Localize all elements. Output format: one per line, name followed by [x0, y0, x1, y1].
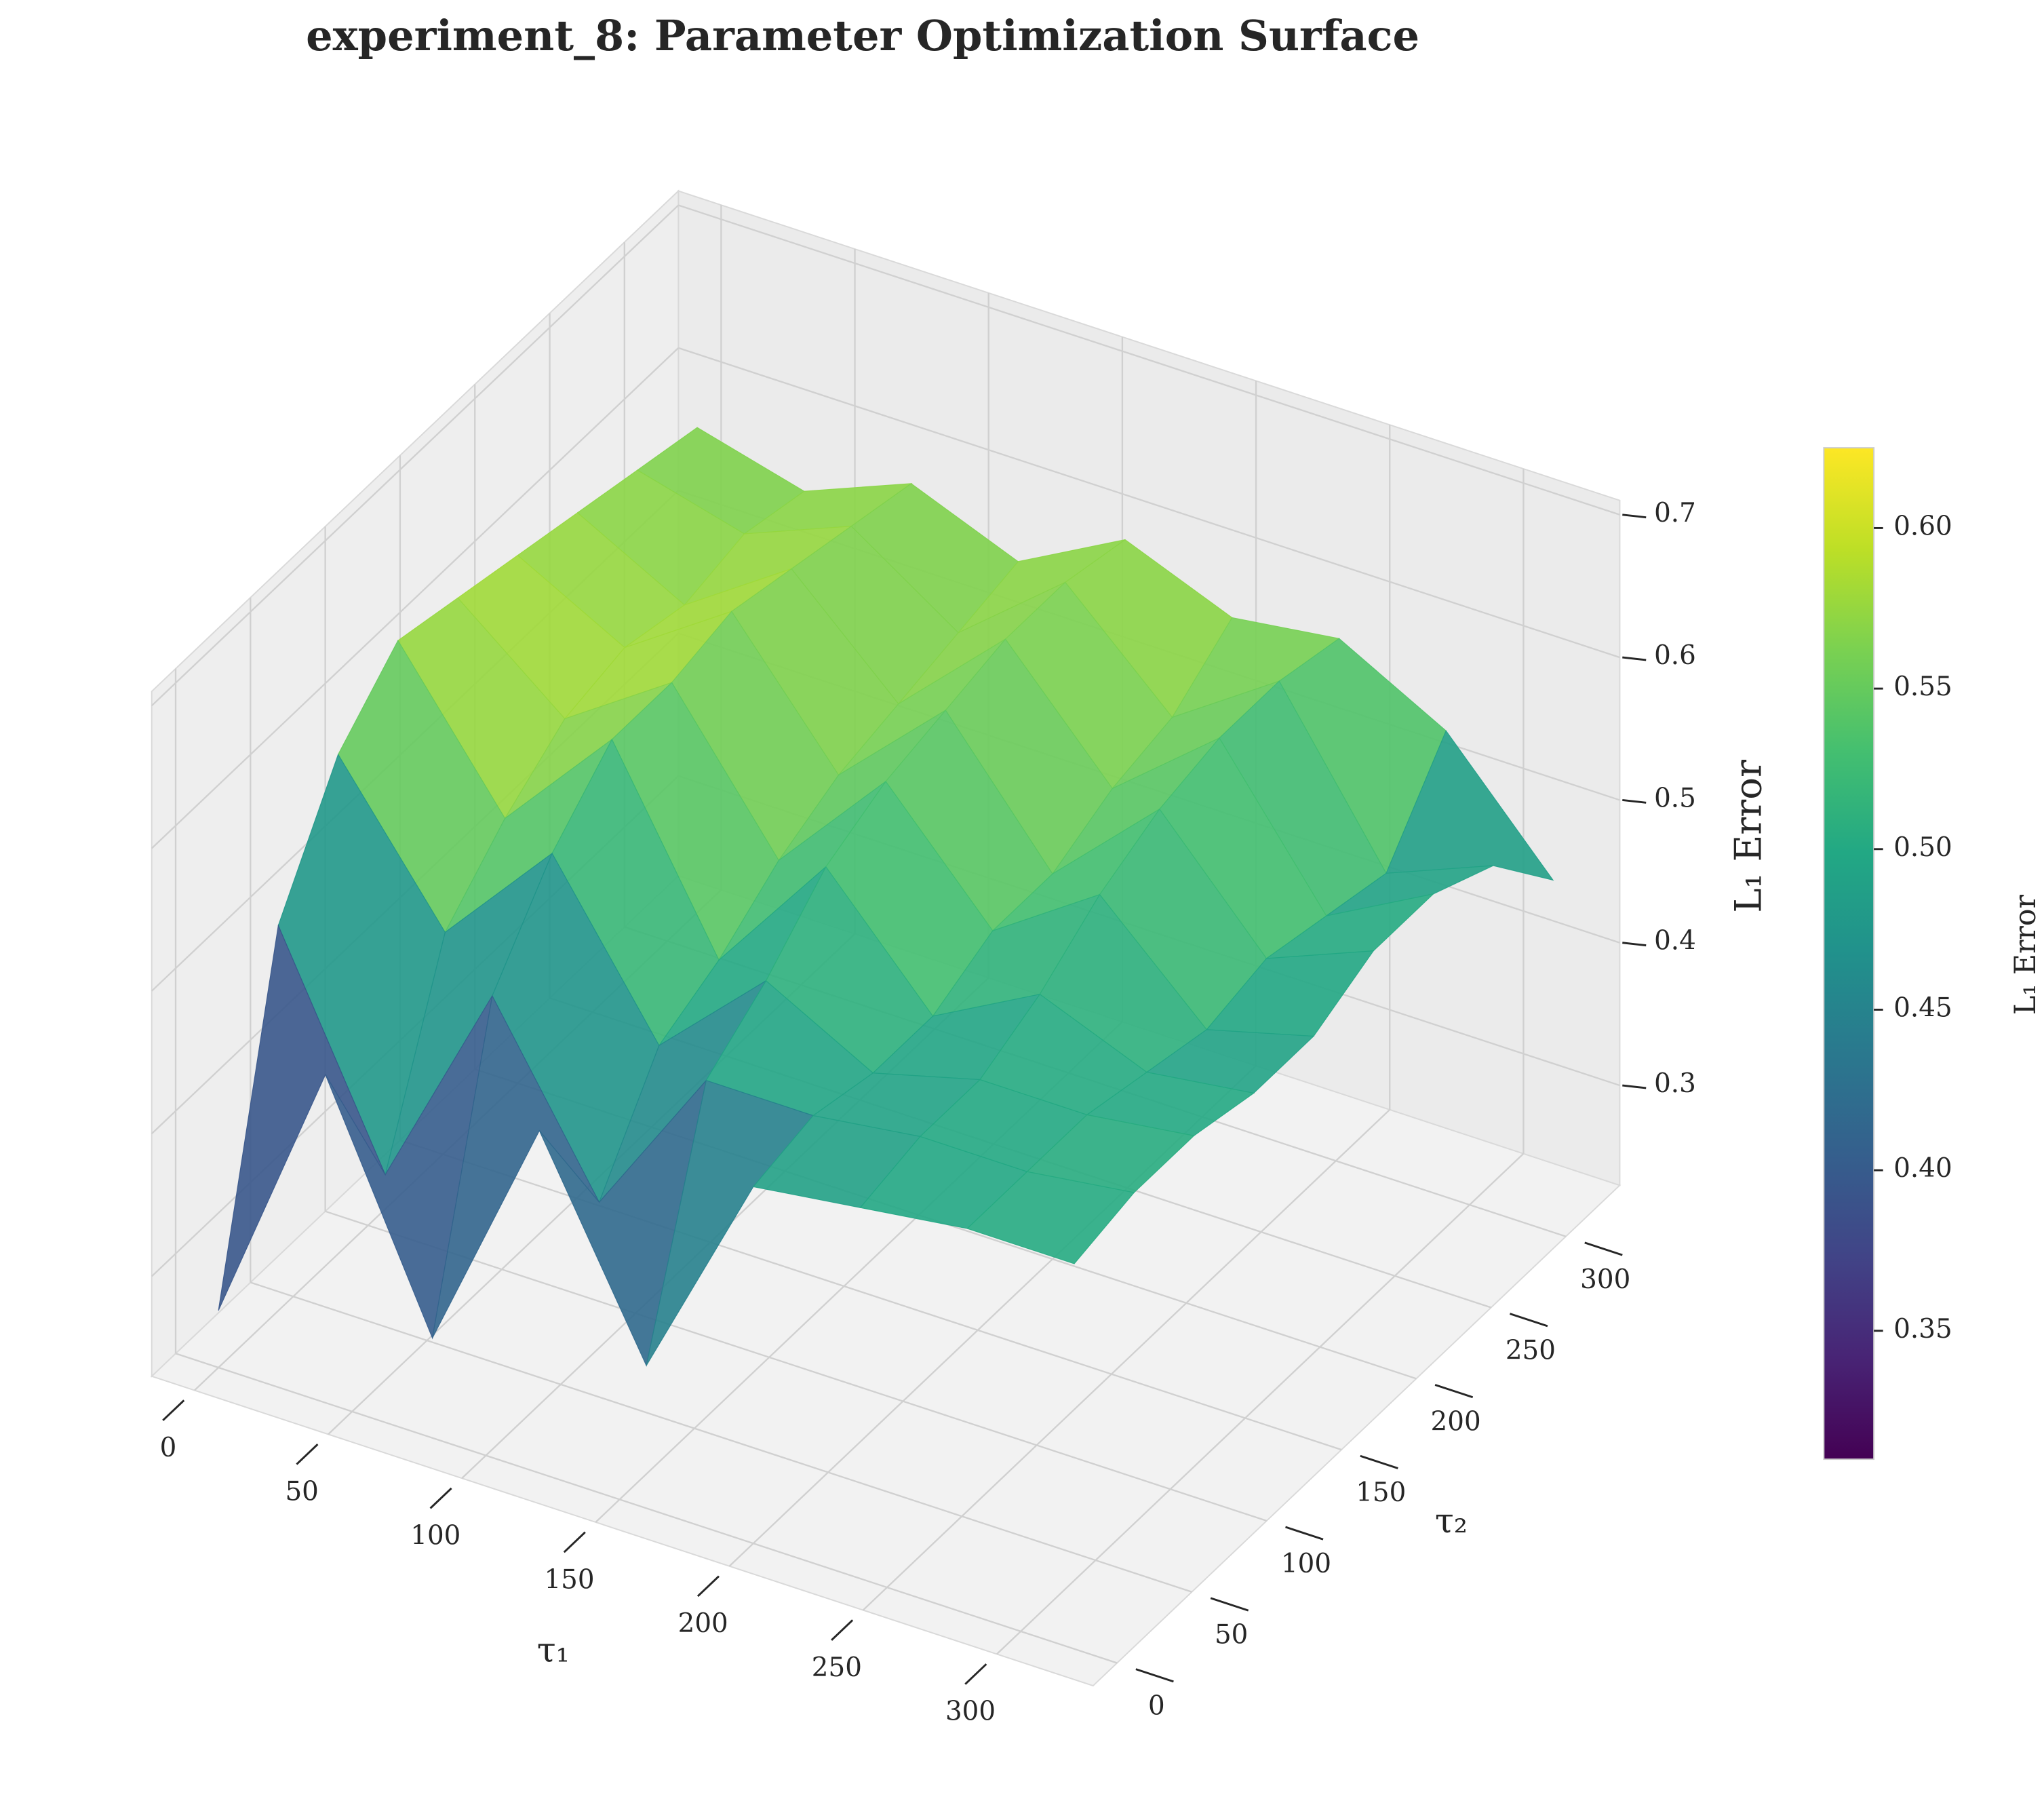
y-tick-label: 250: [1506, 1336, 1556, 1366]
colorbar-tick-label: 0.60: [1893, 511, 1952, 541]
y-axis-label: τ₂: [1435, 1501, 1468, 1541]
grid-line: [677, 204, 1620, 516]
colorbar-tick-label: 0.50: [1893, 832, 1952, 863]
grid-line: [325, 1210, 1267, 1522]
tick-mark: [1434, 1384, 1474, 1399]
z-tick-label: 0.5: [1654, 783, 1696, 813]
y-tick-label: 50: [1215, 1620, 1248, 1650]
tick-mark: [563, 1531, 586, 1553]
colorbar-tick-label: 0.45: [1893, 992, 1952, 1023]
surface: [218, 427, 1554, 1367]
colorbar-label: L₁ Error: [2009, 894, 2043, 1015]
colorbar-tick-label: 0.35: [1893, 1314, 1952, 1345]
chart-title: experiment_8: Parameter Optimization Sur…: [306, 11, 1419, 60]
tick-mark: [1622, 798, 1647, 804]
grid-line: [250, 1281, 1192, 1593]
x-tick-label: 100: [410, 1521, 460, 1551]
z-axis-label: L₁ Error: [1727, 760, 1770, 913]
tick-mark: [1622, 1084, 1647, 1089]
grid-line: [677, 347, 1620, 659]
colorbar-tick-label: 0.40: [1893, 1153, 1952, 1184]
y-tick-label: 150: [1356, 1477, 1406, 1508]
tick-mark: [1622, 942, 1647, 947]
z-tick-label: 0.3: [1654, 1068, 1696, 1099]
y-tick-label: 100: [1281, 1549, 1331, 1579]
y-tick-label: 200: [1431, 1406, 1481, 1437]
grid-line: [996, 1153, 1525, 1655]
colorbar: [1823, 447, 1875, 1461]
tick-mark: [1584, 1241, 1623, 1256]
x-axis-label: τ₁: [537, 1630, 570, 1670]
tick-mark: [831, 1619, 854, 1641]
grid-line: [175, 1353, 1118, 1664]
x-tick-label: 200: [678, 1608, 728, 1639]
colorbar-tick-label: 0.55: [1893, 672, 1952, 702]
grid-line: [399, 1139, 1342, 1451]
y-tick-label: 0: [1148, 1691, 1165, 1722]
x-tick-label: 300: [945, 1697, 996, 1727]
tick-mark: [696, 1575, 720, 1598]
tick-mark: [1622, 656, 1647, 661]
grid-line: [151, 347, 680, 849]
tick-mark: [1622, 514, 1647, 519]
tick-mark: [1360, 1454, 1398, 1469]
tick-mark: [296, 1444, 319, 1465]
z-tick-label: 0.4: [1654, 926, 1696, 956]
grid-line: [151, 204, 680, 707]
z-tick-label: 0.7: [1654, 498, 1696, 528]
y-tick-label: 300: [1580, 1264, 1630, 1295]
x-tick-label: 150: [544, 1564, 594, 1595]
x-tick-label: 50: [285, 1477, 318, 1507]
tick-mark: [1135, 1668, 1174, 1683]
surface-patch: [966, 1171, 1135, 1264]
tick-mark: [1210, 1597, 1249, 1612]
x-tick-label: 0: [160, 1433, 177, 1463]
tick-mark: [429, 1487, 452, 1509]
tick-mark: [162, 1399, 185, 1421]
tick-mark: [1285, 1526, 1324, 1541]
z-tick-label: 0.6: [1654, 640, 1696, 671]
grid-line: [862, 1108, 1391, 1611]
tick-mark: [964, 1663, 987, 1685]
x-tick-label: 250: [812, 1652, 862, 1683]
tick-mark: [1509, 1313, 1548, 1328]
